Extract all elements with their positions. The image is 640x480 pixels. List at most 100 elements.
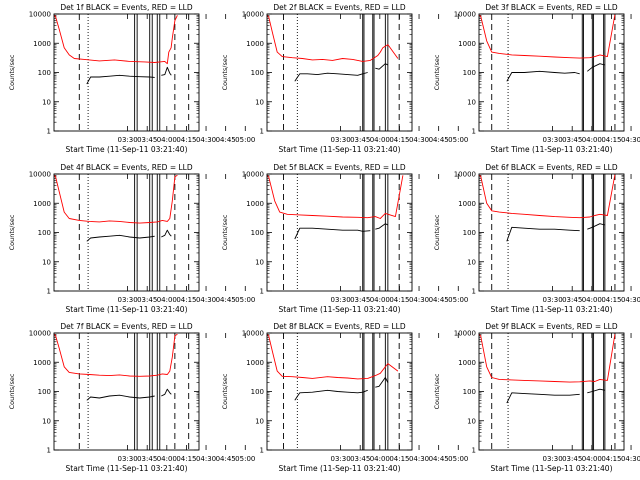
x-tick-label: 03:30 (117, 455, 137, 463)
chart-title: Det 3f BLACK = Events, RED = LLD (485, 3, 618, 12)
y-tick-label: 1000 (33, 40, 51, 48)
chart-title: Det 1f BLACK = Events, RED = LLD (60, 3, 193, 12)
x-tick-label: 04:00 (582, 296, 602, 304)
x-tick-label: 03:45 (562, 455, 582, 463)
y-axis-label: Counts/sec (221, 373, 229, 409)
x-tick-label: 03:30 (330, 136, 350, 144)
y-tick-label: 10 (467, 258, 476, 266)
y-tick-label: 10 (42, 258, 51, 266)
y-tick-label: 1000 (458, 359, 476, 367)
chart-title: Det 8f BLACK = Events, RED = LLD (273, 322, 406, 331)
x-tick-label: 03:45 (562, 296, 582, 304)
chart-title: Det 5f BLACK = Events, RED = LLD (273, 163, 406, 172)
y-tick-label: 100 (251, 69, 264, 77)
x-tick-label: 04:15 (601, 296, 621, 304)
lld-series-line (479, 174, 616, 219)
x-tick-label: 04:45 (216, 296, 236, 304)
x-tick-label: 03:30 (330, 296, 350, 304)
x-tick-label: 03:30 (117, 296, 137, 304)
plot-area (54, 333, 190, 450)
x-tick-label: 04:30 (409, 136, 429, 144)
y-tick-label: 10000 (29, 330, 51, 338)
y-tick-label: 10000 (242, 171, 264, 179)
events-series-line (86, 234, 155, 242)
y-tick-label: 100 (38, 229, 51, 237)
plot-area (479, 14, 616, 131)
y-tick-label: 1000 (458, 40, 476, 48)
chart-panel-3: Det 3f BLACK = Events, RED = LLD Counts/s… (433, 3, 640, 154)
events-series-line (294, 389, 368, 401)
plot-frame (53, 173, 200, 292)
chart-panel-7: Det 7f BLACK = Events, RED = LLD Counts/s… (8, 322, 255, 473)
plot-frame (478, 173, 625, 292)
x-tick-label: 04:00 (370, 455, 390, 463)
plot-frame (53, 332, 200, 451)
events-series-line (86, 74, 155, 85)
y-tick-label: 1 (47, 128, 51, 136)
x-tick-label: 04:00 (157, 296, 177, 304)
chart-panel-2: Det 2f BLACK = Events, RED = LLD Counts/s… (221, 3, 468, 154)
x-tick-label: 04:00 (370, 136, 390, 144)
y-tick-label: 10 (255, 258, 264, 266)
y-axis-label: Counts/sec (8, 214, 16, 250)
x-tick-label: 04:30 (621, 455, 640, 463)
x-tick-label: 04:15 (389, 296, 409, 304)
x-tick-label: 04:45 (429, 296, 449, 304)
x-tick-label: 05:00 (235, 136, 255, 144)
events-series-line (86, 394, 155, 401)
chart-panel-9: Det 9f BLACK = Events, RED = LLD Counts/s… (433, 322, 640, 473)
y-tick-label: 1000 (246, 200, 264, 208)
events-series-line (375, 377, 389, 388)
plot-area (54, 174, 190, 291)
y-tick-label: 1000 (33, 200, 51, 208)
y-axis-label: Counts/sec (8, 373, 16, 409)
x-tick-label: 04:15 (176, 455, 196, 463)
y-tick-label: 100 (463, 229, 476, 237)
x-tick-label: 04:00 (370, 296, 390, 304)
events-series-line (587, 223, 606, 230)
plot-area (267, 333, 400, 450)
x-tick-label: 04:30 (409, 455, 429, 463)
events-series-line (587, 63, 606, 72)
y-tick-label: 100 (38, 388, 51, 396)
plot-area (267, 174, 404, 291)
y-tick-label: 10 (42, 98, 51, 106)
x-tick-label: 04:30 (621, 136, 640, 144)
y-axis-label: Counts/sec (8, 54, 16, 90)
events-series-line (375, 63, 389, 70)
x-tick-label: 05:00 (235, 455, 255, 463)
y-tick-label: 10000 (242, 11, 264, 19)
x-tick-label: 03:45 (137, 296, 157, 304)
x-tick-label: 03:30 (117, 136, 137, 144)
x-axis-label: Start Time (11-Sep-11 03:21:40) (491, 145, 613, 154)
x-tick-label: 03:45 (350, 455, 370, 463)
y-axis-label: Counts/sec (221, 214, 229, 250)
x-tick-label: 04:15 (389, 136, 409, 144)
y-tick-label: 10000 (242, 330, 264, 338)
lld-series-line (54, 14, 178, 65)
chart-title: Det 7f BLACK = Events, RED = LLD (60, 322, 193, 331)
y-tick-label: 100 (38, 69, 51, 77)
chart-panel-6: Det 6f BLACK = Events, RED = LLD Counts/s… (433, 163, 640, 314)
x-axis-label: Start Time (11-Sep-11 03:21:40) (66, 145, 188, 154)
x-tick-label: 04:45 (429, 455, 449, 463)
lld-series-line (267, 333, 399, 380)
plot-frame (266, 13, 413, 132)
y-tick-label: 10000 (454, 171, 476, 179)
x-tick-label: 05:00 (448, 455, 468, 463)
x-tick-label: 04:00 (157, 136, 177, 144)
x-tick-label: 04:30 (196, 296, 216, 304)
plot-area (54, 14, 190, 131)
plot-frame (53, 13, 200, 132)
lld-series-line (479, 14, 616, 59)
x-axis-label: Start Time (11-Sep-11 03:21:40) (66, 464, 188, 473)
x-tick-label: 04:45 (216, 136, 236, 144)
x-tick-label: 04:45 (216, 455, 236, 463)
y-tick-label: 1000 (246, 40, 264, 48)
plot-area (267, 14, 400, 131)
x-tick-label: 04:30 (621, 296, 640, 304)
x-axis-label: Start Time (11-Sep-11 03:21:40) (279, 464, 401, 473)
events-series-line (506, 70, 580, 82)
x-tick-label: 03:30 (330, 455, 350, 463)
